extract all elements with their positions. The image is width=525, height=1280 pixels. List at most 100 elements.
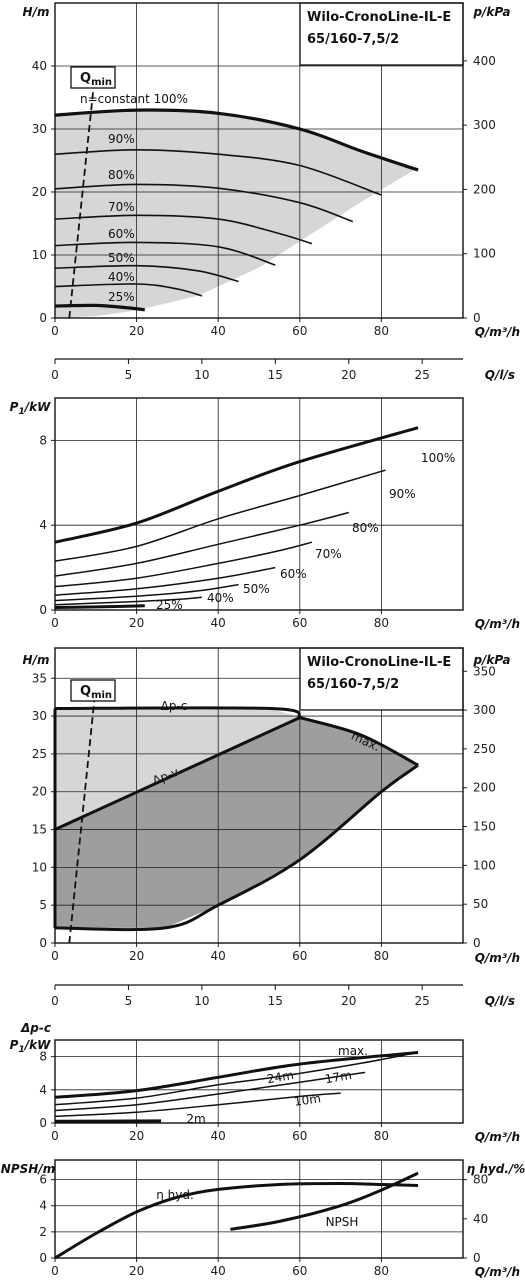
control-power-label: max. <box>338 1044 368 1058</box>
dp-c-label: Δp-c <box>161 699 188 713</box>
plot-frame <box>54 2 464 319</box>
y-tick-label: 4 <box>39 1199 47 1213</box>
power-curve <box>54 566 276 596</box>
x-tick-label: 20 <box>129 324 144 338</box>
power-curve-label: 80% <box>352 521 379 535</box>
control-power-curve <box>54 1071 366 1112</box>
control-power-label: 10m <box>293 1091 322 1109</box>
y-tick-label: 10 <box>32 248 47 262</box>
chart-title: Wilo-CronoLine-IL-E <box>307 10 451 25</box>
y-axis-title-top: Δp-c <box>20 1021 51 1035</box>
qmin-line <box>68 65 97 319</box>
qmin-box <box>70 66 116 89</box>
qmin-subscript: min <box>91 77 112 88</box>
control-power-curve <box>54 1051 419 1099</box>
x-tick-label: 20 <box>129 616 144 630</box>
x-axis-title: Q/m³/h <box>475 951 520 965</box>
y-tick-label: 8 <box>39 1050 47 1064</box>
speed-curve <box>54 108 419 172</box>
title-box <box>299 2 464 66</box>
x-tick-label: 60 <box>292 1264 307 1278</box>
y-tick-label: 8 <box>39 433 47 447</box>
power-curve <box>54 596 202 606</box>
y-tick-label: 40 <box>32 59 47 73</box>
y2-tick-label: 100 <box>473 858 496 872</box>
y2-tick-label: 350 <box>473 664 496 678</box>
speed-curve <box>54 148 382 196</box>
y-tick-label: 0 <box>39 311 47 325</box>
control-power-label: 24m <box>266 1068 295 1086</box>
y-axis-title: H/m <box>23 653 50 667</box>
qmin-line <box>68 685 97 944</box>
y2-tick-label: 50 <box>473 897 488 911</box>
q-ls-tick-label: 0 <box>51 368 59 382</box>
y-tick-label: 4 <box>39 1083 47 1097</box>
y-axis-title: H/m <box>23 5 50 19</box>
x-tick-label: 20 <box>129 949 144 963</box>
dp-v-region <box>55 717 419 928</box>
y-tick-label: 2 <box>39 1225 47 1239</box>
control-curve <box>54 716 301 831</box>
x-tick-label: 80 <box>374 1129 389 1143</box>
power-curve <box>54 426 419 544</box>
y2-tick-label: 300 <box>473 703 496 717</box>
plot-frame <box>54 397 464 611</box>
power-curve-label: 60% <box>280 567 307 581</box>
q-ls-tick-label: 10 <box>194 368 209 382</box>
q-ls-tick-label: 5 <box>125 994 133 1008</box>
q-ls-axis-title: Q/l/s <box>485 368 515 382</box>
x-tick-label: 20 <box>129 1264 144 1278</box>
speed-curve <box>54 283 203 297</box>
title-box <box>299 647 464 711</box>
y-axis-title: NPSH/m <box>1 1162 55 1176</box>
y2-tick-label: 200 <box>473 781 496 795</box>
y-axis-title-sub: 1 <box>18 407 24 417</box>
x-tick-label: 40 <box>211 616 226 630</box>
control-power-curve <box>54 1092 341 1118</box>
x-tick-label: 0 <box>51 616 59 630</box>
y2-tick-label: 200 <box>473 182 496 196</box>
q-ls-axis-title: Q/l/s <box>485 994 515 1008</box>
qmin-box <box>70 679 116 702</box>
eta-label: η hyd. <box>156 1188 194 1202</box>
plot-frame <box>54 647 464 944</box>
x-tick-label: 60 <box>292 949 307 963</box>
y-tick-label: 30 <box>32 122 47 136</box>
q-ls-tick-label: 5 <box>125 368 133 382</box>
x-tick-label: 80 <box>374 324 389 338</box>
y2-tick-label: 400 <box>473 54 496 68</box>
y-tick-label: 20 <box>32 185 47 199</box>
y-axis-title-sub: 1 <box>18 1045 24 1055</box>
x-axis-title: Q/m³/h <box>475 1130 520 1144</box>
control-power-curve <box>54 1052 415 1106</box>
y-tick-label: 0 <box>39 603 47 617</box>
power-curve <box>54 541 313 588</box>
speed-curve <box>54 183 354 223</box>
x-axis-title: Q/m³/h <box>475 617 520 631</box>
x-tick-label: 60 <box>292 1129 307 1143</box>
speed-curve-label: 60% <box>108 227 135 241</box>
q-ls-tick-label: 15 <box>268 368 283 382</box>
control-curve <box>54 763 419 932</box>
power-curve-label: 70% <box>315 547 342 561</box>
y2-tick-label: 0 <box>473 311 481 325</box>
chart-subtitle: 65/160-7,5/2 <box>307 677 399 692</box>
plot-frame <box>54 1039 464 1124</box>
x-tick-label: 20 <box>129 1129 144 1143</box>
speed-curve-label: 25% <box>108 290 135 304</box>
x-tick-label: 0 <box>51 1264 59 1278</box>
y-tick-label: 6 <box>39 1173 47 1187</box>
dp-c-region <box>55 708 300 830</box>
control-curve <box>54 706 301 720</box>
qmin-subscript: min <box>91 690 112 701</box>
q-ls-tick-label: 25 <box>415 368 430 382</box>
q-ls-tick-label: 15 <box>268 994 283 1008</box>
q-ls-tick-label: 10 <box>194 994 209 1008</box>
y-tick-label: 15 <box>32 823 47 837</box>
speed-curve <box>54 241 276 266</box>
q-ls-tick-label: 20 <box>341 994 356 1008</box>
x-tick-label: 0 <box>51 324 59 338</box>
y2-tick-label: 250 <box>473 742 496 756</box>
x-tick-label: 40 <box>211 1129 226 1143</box>
power-curve-label: 100% <box>421 451 455 465</box>
